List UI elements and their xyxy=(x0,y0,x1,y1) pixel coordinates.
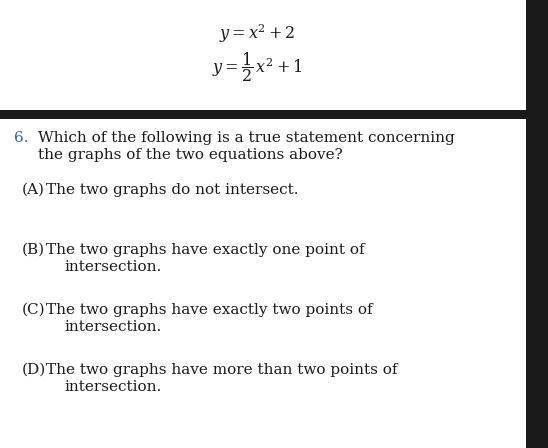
Text: (C): (C) xyxy=(22,303,45,317)
Text: $y = x^2 + 2$: $y = x^2 + 2$ xyxy=(219,22,296,45)
Text: the graphs of the two equations above?: the graphs of the two equations above? xyxy=(38,148,343,162)
Text: The two graphs have exactly one point of: The two graphs have exactly one point of xyxy=(46,243,364,257)
Text: (B): (B) xyxy=(22,243,45,257)
Text: The two graphs do not intersect.: The two graphs do not intersect. xyxy=(46,183,299,197)
Bar xyxy=(526,0,548,448)
Text: intersection.: intersection. xyxy=(64,260,161,274)
Text: intersection.: intersection. xyxy=(64,320,161,334)
Text: 6.: 6. xyxy=(14,131,28,145)
Text: The two graphs have exactly two points of: The two graphs have exactly two points o… xyxy=(46,303,373,317)
Text: Which of the following is a true statement concerning: Which of the following is a true stateme… xyxy=(38,131,455,145)
Text: $y = \dfrac{1}{2}\,x^2 + 1$: $y = \dfrac{1}{2}\,x^2 + 1$ xyxy=(212,50,303,84)
Text: intersection.: intersection. xyxy=(64,380,161,394)
Bar xyxy=(0,110,526,119)
Text: The two graphs have more than two points of: The two graphs have more than two points… xyxy=(46,363,397,377)
Text: (A): (A) xyxy=(22,183,45,197)
Text: (D): (D) xyxy=(22,363,46,377)
